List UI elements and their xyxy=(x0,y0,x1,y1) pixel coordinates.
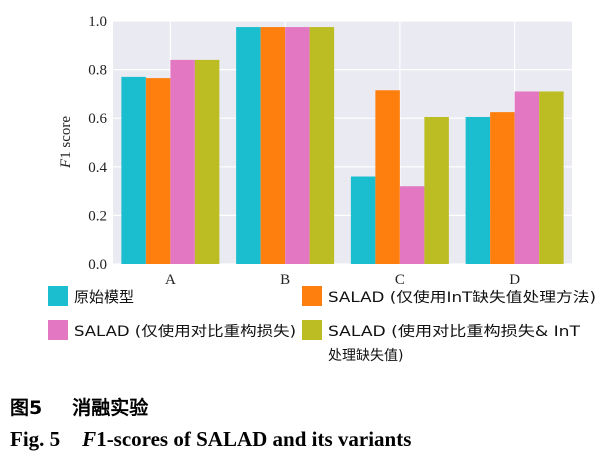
bar-chart: 0.0 0.2 0.4 0.6 0.8 1.0 A B C D F1 score 原始模型 SA… xyxy=(48,14,596,364)
legend-swatch-series-3 xyxy=(48,320,68,340)
y-axis-ticks: 0.0 0.2 0.4 0.6 0.8 1.0 xyxy=(88,14,107,273)
figure-caption-chinese: 图5 消融实验 xyxy=(10,393,148,420)
legend-label-series-3: SALAD (仅使用对比重构损失) xyxy=(74,323,296,340)
legend-swatch-series-1 xyxy=(48,286,68,306)
legend-label-series-1: 原始模型 xyxy=(74,288,134,306)
bar-A-series-2 xyxy=(145,78,171,264)
x-tick-label: B xyxy=(280,272,290,288)
legend-label-series-2: SALAD (仅使用InT缺失值处理方法) xyxy=(328,289,596,306)
bar-D-series-2 xyxy=(490,112,515,264)
bar-B-series-3 xyxy=(285,27,310,265)
legend-swatch-series-4 xyxy=(302,320,322,340)
legend-swatch-series-2 xyxy=(302,286,322,306)
figure-caption-english: Fig. 5 F1-scores of SALAD and its variant… xyxy=(10,427,411,452)
bar-B-series-1 xyxy=(236,27,261,265)
caption-number-en: Fig. 5 xyxy=(10,427,61,451)
bars xyxy=(121,27,564,265)
y-tick-label: 0.6 xyxy=(88,111,107,127)
bar-C-series-3 xyxy=(399,186,425,264)
y-tick-label: 0.4 xyxy=(88,160,107,176)
bar-C-series-4 xyxy=(424,116,449,264)
x-tick-label: D xyxy=(509,272,520,288)
bar-A-series-3 xyxy=(170,59,195,264)
caption-text-en: 1-scores of SALAD and its variants xyxy=(96,427,412,451)
bar-C-series-2 xyxy=(375,90,400,264)
bar-A-series-4 xyxy=(194,59,220,264)
y-tick-label: 0.0 xyxy=(88,257,107,273)
bar-D-series-3 xyxy=(514,91,540,264)
y-tick-label: 0.8 xyxy=(88,63,107,79)
bar-B-series-2 xyxy=(260,27,286,265)
y-tick-label: 0.2 xyxy=(88,208,107,224)
bar-B-series-4 xyxy=(309,27,335,265)
x-axis-ticks: A B C D xyxy=(165,272,520,288)
y-axis-label: F1 score xyxy=(58,116,74,169)
bar-D-series-4 xyxy=(539,91,564,264)
legend-label-series-4-line1: SALAD (使用对比重构损失& InT xyxy=(328,323,581,340)
legend: 原始模型 SALAD (仅使用InT缺失值处理方法) SALAD (仅使用对比重… xyxy=(48,286,596,364)
bar-A-series-1 xyxy=(121,76,146,264)
y-tick-label: 1.0 xyxy=(88,14,107,30)
caption-text-zh: 消融实验 xyxy=(72,397,149,419)
bar-D-series-1 xyxy=(465,116,491,264)
x-tick-label: C xyxy=(395,272,405,288)
bar-C-series-1 xyxy=(350,176,376,264)
caption-italic-en: F xyxy=(82,427,97,451)
x-tick-label: A xyxy=(165,272,176,288)
caption-number-zh: 图5 xyxy=(10,397,43,419)
legend-label-series-4-line2: 处理缺失值) xyxy=(328,348,403,364)
